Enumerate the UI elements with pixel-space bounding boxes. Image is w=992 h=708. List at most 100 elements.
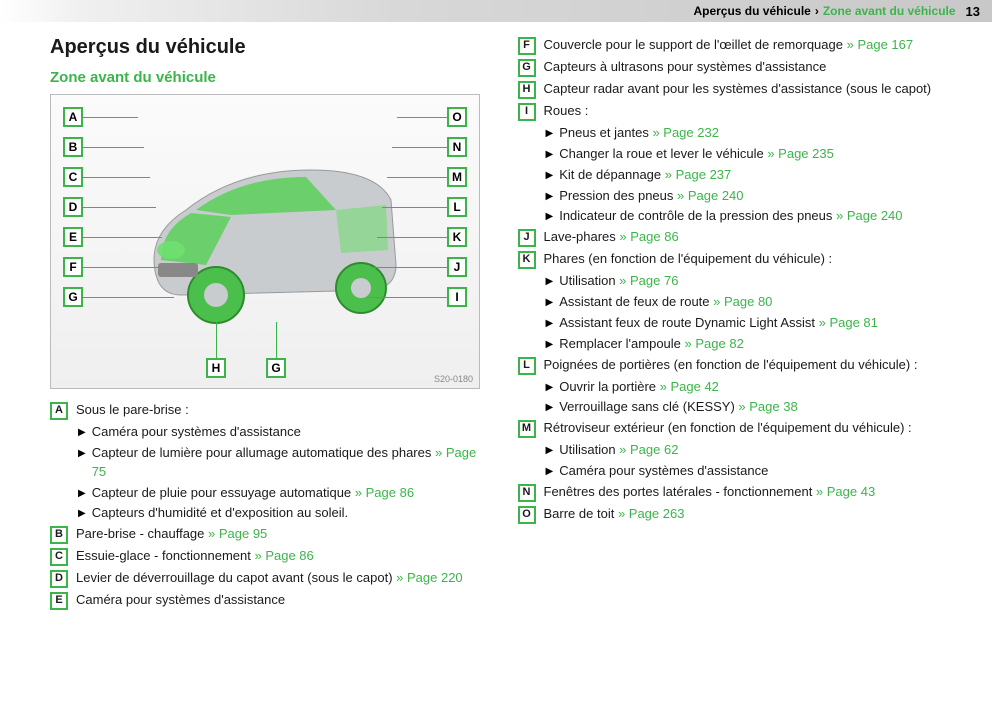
page-ref-link[interactable]: » Page 232 [649, 125, 719, 140]
leader-line [387, 177, 447, 178]
sub-item-text: Utilisation » Page 62 [559, 441, 957, 460]
left-column: Aperçus du véhicule Zone avant du véhicu… [50, 36, 490, 613]
callout-A: A [63, 107, 83, 127]
page-ref-link[interactable]: » Page 95 [204, 526, 267, 541]
sub-item-text: Utilisation » Page 76 [559, 272, 957, 291]
bullet-arrow-icon: ▶ [78, 447, 86, 462]
bullet-arrow-icon: ▶ [546, 317, 554, 332]
callout-O: O [447, 107, 467, 127]
leader-line [382, 207, 447, 208]
page-ref-link[interactable]: » Page 240 [832, 208, 902, 223]
item-text: Pare-brise - chauffage » Page 95 [76, 525, 490, 544]
callout-G: G [63, 287, 83, 307]
page-ref-link[interactable]: » Page 43 [812, 484, 875, 499]
leader-line [397, 117, 447, 118]
item-badge-D: D [50, 570, 68, 588]
callout-N: N [447, 137, 467, 157]
callout-D: D [63, 197, 83, 217]
list-item: IRoues : [518, 102, 958, 121]
sub-item: ▶Indicateur de contrôle de la pression d… [546, 207, 958, 226]
sub-item: ▶ Assistant de feux de route » Page 80 [546, 293, 958, 312]
item-text: Capteur radar avant pour les systèmes d'… [544, 80, 958, 99]
bullet-arrow-icon: ▶ [78, 487, 86, 502]
sub-item: ▶ Capteur de lumière pour allumage automa… [78, 444, 490, 482]
leader-line [392, 147, 447, 148]
callout-J: J [447, 257, 467, 277]
sub-item-text: Assistant feux de route Dynamic Light As… [559, 314, 957, 333]
page-content: Aperçus du véhicule Zone avant du véhicu… [0, 22, 992, 623]
list-item: OBarre de toit » Page 263 [518, 505, 958, 524]
leader-line [83, 237, 162, 238]
item-text: Rétroviseur extérieur (en fonction de l'… [544, 419, 958, 438]
page-ref-link[interactable]: » Page 86 [251, 548, 314, 563]
page-ref-link[interactable]: » Page 80 [710, 294, 773, 309]
callout-B: B [63, 137, 83, 157]
callout-L: L [447, 197, 467, 217]
bullet-arrow-icon: ▶ [546, 296, 554, 311]
page-ref-link[interactable]: » Page 86 [351, 485, 414, 500]
item-text: Essuie-glace - fonctionnement » Page 86 [76, 547, 490, 566]
sub-item: ▶Caméra pour systèmes d'assistance [78, 423, 490, 442]
sub-item: ▶Changer la roue et lever le véhicule » … [546, 145, 958, 164]
right-column: FCouvercle pour le support de l'œillet d… [518, 36, 958, 613]
leader-line [83, 207, 156, 208]
item-badge-K: K [518, 251, 536, 269]
breadcrumb-sep: › [815, 4, 819, 18]
page-ref-link[interactable]: » Page 167 [843, 37, 913, 52]
page-ref-link[interactable]: » Page 82 [681, 336, 744, 351]
page-ref-link[interactable]: » Page 240 [673, 188, 743, 203]
callout-H-bottom: H [206, 358, 226, 378]
leader-line [83, 177, 150, 178]
item-text: Capteurs à ultrasons pour systèmes d'ass… [544, 58, 958, 77]
sub-item: ▶Pression des pneus » Page 240 [546, 187, 958, 206]
callout-K: K [447, 227, 467, 247]
page-number: 13 [966, 4, 980, 19]
sub-item-text: Capteur de lumière pour allumage automat… [92, 444, 490, 482]
page-ref-link[interactable]: » Page 237 [661, 167, 731, 182]
sub-item: ▶Caméra pour systèmes d'assistance [546, 462, 958, 481]
breadcrumb-level1: Aperçus du véhicule [693, 4, 810, 18]
leader-line [83, 117, 138, 118]
list-item: DLevier de déverrouillage du capot avant… [50, 569, 490, 588]
leader-line [377, 237, 447, 238]
list-item: GCapteurs à ultrasons pour systèmes d'as… [518, 58, 958, 77]
page-ref-link[interactable]: » Page 81 [815, 315, 878, 330]
item-badge-F: F [518, 37, 536, 55]
item-text: Fenêtres des portes latérales - fonction… [544, 483, 958, 502]
item-badge-C: C [50, 548, 68, 566]
right-item-list: FCouvercle pour le support de l'œillet d… [518, 36, 958, 524]
left-item-list: ASous le pare-brise :▶Caméra pour systèm… [50, 401, 490, 610]
sub-item: ▶ Ouvrir la portière » Page 42 [546, 378, 958, 397]
item-badge-J: J [518, 229, 536, 247]
page-ref-link[interactable]: » Page 38 [735, 399, 798, 414]
leader-line [372, 267, 447, 268]
bullet-arrow-icon: ▶ [546, 381, 554, 396]
sub-item: ▶Remplacer l'ampoule » Page 82 [546, 335, 958, 354]
page-ref-link[interactable]: » Page 76 [616, 273, 679, 288]
sub-item-text: Assistant de feux de route » Page 80 [559, 293, 957, 312]
item-badge-B: B [50, 526, 68, 544]
item-text: Poignées de portières (en fonction de l'… [544, 356, 958, 375]
page-ref-link[interactable]: » Page 263 [614, 506, 684, 521]
bullet-arrow-icon: ▶ [546, 275, 554, 290]
bullet-arrow-icon: ▶ [78, 507, 86, 522]
bullet-arrow-icon: ▶ [546, 338, 554, 353]
page-ref-link[interactable]: » Page 62 [616, 442, 679, 457]
sub-item-text: Caméra pour systèmes d'assistance [559, 462, 957, 481]
page-ref-link[interactable]: » Page 86 [616, 229, 679, 244]
sub-item-text: Pression des pneus » Page 240 [559, 187, 957, 206]
sub-item-text: Ouvrir la portière » Page 42 [559, 378, 957, 397]
page-ref-link[interactable]: » Page 220 [393, 570, 463, 585]
page-ref-link[interactable]: » Page 42 [656, 379, 719, 394]
list-item: KPhares (en fonction de l'équipement du … [518, 250, 958, 269]
page-ref-link[interactable]: » Page 235 [764, 146, 834, 161]
leader-line [83, 267, 168, 268]
list-item: FCouvercle pour le support de l'œillet d… [518, 36, 958, 55]
list-item: C Essuie-glace - fonctionnement » Page 86 [50, 547, 490, 566]
section-title: Zone avant du véhicule [50, 69, 490, 86]
sub-item: ▶Capteur de pluie pour essuyage automati… [78, 484, 490, 503]
list-item: ECaméra pour systèmes d'assistance [50, 591, 490, 610]
callout-F: F [63, 257, 83, 277]
bullet-arrow-icon: ▶ [546, 169, 554, 184]
page-ref-link[interactable]: » Page 75 [92, 445, 476, 479]
